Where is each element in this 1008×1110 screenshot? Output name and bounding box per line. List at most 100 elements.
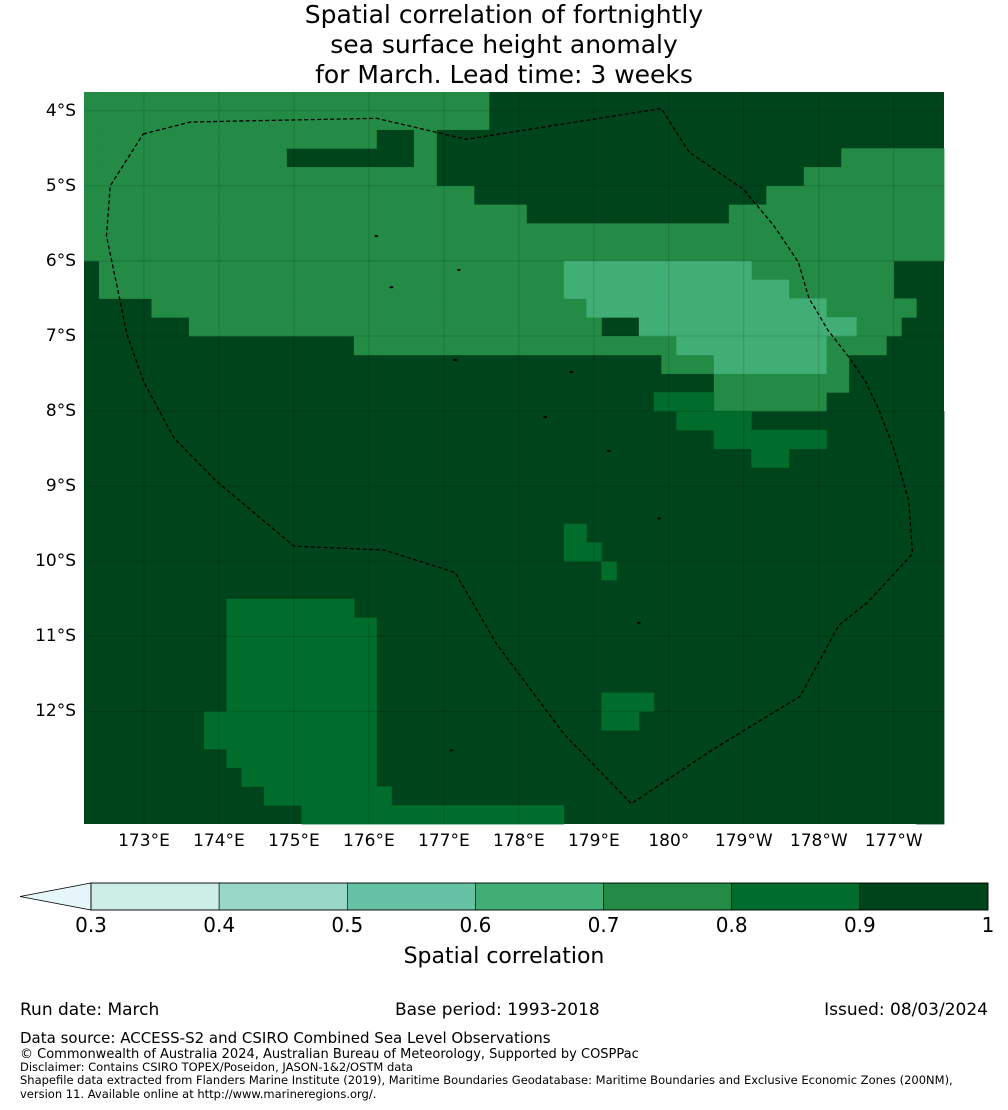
correlation-cells xyxy=(84,92,945,825)
correlation-cell xyxy=(301,805,565,825)
lon-tick-label: 176°E xyxy=(343,831,395,851)
correlation-cell xyxy=(84,185,475,206)
lat-tick-label: 10°S xyxy=(35,551,76,572)
colorbar xyxy=(19,882,989,911)
island xyxy=(457,268,461,272)
correlation-cell xyxy=(413,148,437,168)
data-source: Data source: ACCESS-S2 and CSIRO Combine… xyxy=(20,1029,551,1047)
correlation-cell xyxy=(826,298,917,318)
colorbar-tick-label: 0.3 xyxy=(75,913,107,937)
island xyxy=(374,235,379,238)
run-date: Run date: March xyxy=(20,1000,160,1020)
island xyxy=(657,517,661,520)
island xyxy=(453,358,457,362)
correlation-cell xyxy=(713,354,827,374)
shapefile-credit-line-1: Shapefile data extracted from Flanders M… xyxy=(20,1073,953,1087)
eez-boundary xyxy=(105,107,914,805)
colorbar-segments xyxy=(90,882,989,911)
correlation-cell xyxy=(188,317,602,337)
correlation-cell xyxy=(653,392,715,412)
correlation-cell xyxy=(241,767,377,787)
correlation-cell xyxy=(841,148,945,168)
colorbar-tick-label: 0.6 xyxy=(459,913,492,937)
colorbar-tick-label: 0.7 xyxy=(587,913,620,937)
lat-tick-label: 7°S xyxy=(45,326,76,346)
correlation-map xyxy=(84,92,945,825)
colorbar-tick-label: 0.9 xyxy=(843,913,876,937)
correlation-cell xyxy=(638,317,857,337)
correlation-cell xyxy=(601,692,655,712)
correlation-cell xyxy=(84,92,490,112)
correlation-cell xyxy=(84,392,227,412)
correlation-cell xyxy=(84,204,527,224)
island xyxy=(637,621,641,624)
correlation-cell xyxy=(353,336,640,356)
correlation-cell xyxy=(84,223,945,262)
copyright: © Commonwealth of Australia 2024, Austra… xyxy=(20,1047,639,1062)
correlation-cell xyxy=(661,354,715,374)
correlation-cell xyxy=(563,279,790,299)
correlation-cell xyxy=(84,373,190,393)
colorbar-tick-label: 0.5 xyxy=(331,913,364,937)
correlation-cell xyxy=(151,298,587,318)
correlation-cell xyxy=(98,279,565,299)
colorbar-tick-label: 1 xyxy=(981,913,995,937)
correlation-cell xyxy=(84,354,115,374)
map-gridlines xyxy=(84,92,944,824)
correlation-cell xyxy=(788,279,895,299)
title-line-1: Spatial correlation of fortnightly xyxy=(304,0,704,29)
correlation-cell xyxy=(601,711,640,731)
colorbar-extend-arrow xyxy=(19,882,92,911)
correlation-cell xyxy=(413,129,437,149)
colorbar-frame xyxy=(90,882,989,911)
correlation-cell xyxy=(226,617,377,637)
lat-tick-label: 9°S xyxy=(45,476,76,497)
correlation-cell xyxy=(226,748,377,769)
correlation-cell xyxy=(203,711,377,750)
colorbar-segment xyxy=(218,882,348,911)
correlation-cell xyxy=(856,317,902,337)
issued-date: Issued: 08/03/2024 xyxy=(824,1000,988,1020)
correlation-cell xyxy=(751,448,790,468)
correlation-cell xyxy=(728,204,945,224)
lon-tick-label: 177°W xyxy=(864,831,923,851)
correlation-cell xyxy=(98,129,377,149)
correlation-cell xyxy=(98,260,565,281)
island xyxy=(543,415,547,419)
correlation-cell xyxy=(601,561,617,581)
lon-tick-label: 179°E xyxy=(567,831,620,851)
lon-tick-label: 174°E xyxy=(193,831,245,851)
island xyxy=(389,286,394,289)
correlation-cell xyxy=(84,129,100,168)
colorbar-segment xyxy=(603,882,733,911)
correlation-cell xyxy=(713,373,850,393)
title-line-2: sea surface height anomaly xyxy=(330,30,678,59)
base-period: Base period: 1993-2018 xyxy=(395,1000,600,1020)
correlation-cell xyxy=(676,336,827,356)
chart-title: Spatial correlation of fortnightly sea s… xyxy=(0,0,1008,90)
lon-tick-label: 179°W xyxy=(714,831,773,851)
correlation-cell xyxy=(586,298,827,318)
shapefile-credit-line-2: version 11. Available online at http://w… xyxy=(20,1087,377,1101)
correlation-cell xyxy=(563,260,752,281)
colorbar-segment xyxy=(475,882,604,911)
colorbar-segment xyxy=(346,882,476,911)
lon-tick-label: 178°W xyxy=(789,831,848,851)
correlation-cell xyxy=(803,167,945,187)
correlation-cell xyxy=(713,429,827,450)
correlation-cell xyxy=(98,148,287,168)
title-line-3: for March. Lead time: 3 weeks xyxy=(315,60,693,89)
lon-tick-label: 173°E xyxy=(118,831,170,851)
lat-tick-label: 8°S xyxy=(45,401,76,422)
island xyxy=(449,749,454,752)
correlation-cell xyxy=(226,636,377,712)
island xyxy=(607,449,611,452)
lat-tick-label: 11°S xyxy=(35,626,76,647)
correlation-cell xyxy=(916,411,945,825)
correlation-cell xyxy=(84,167,437,187)
correlation-cell xyxy=(826,336,887,356)
lat-tick-label: 5°S xyxy=(45,175,76,196)
island xyxy=(569,370,574,374)
colorbar-tick-label: 0.8 xyxy=(715,913,748,937)
colorbar-label: Spatial correlation xyxy=(403,944,605,969)
